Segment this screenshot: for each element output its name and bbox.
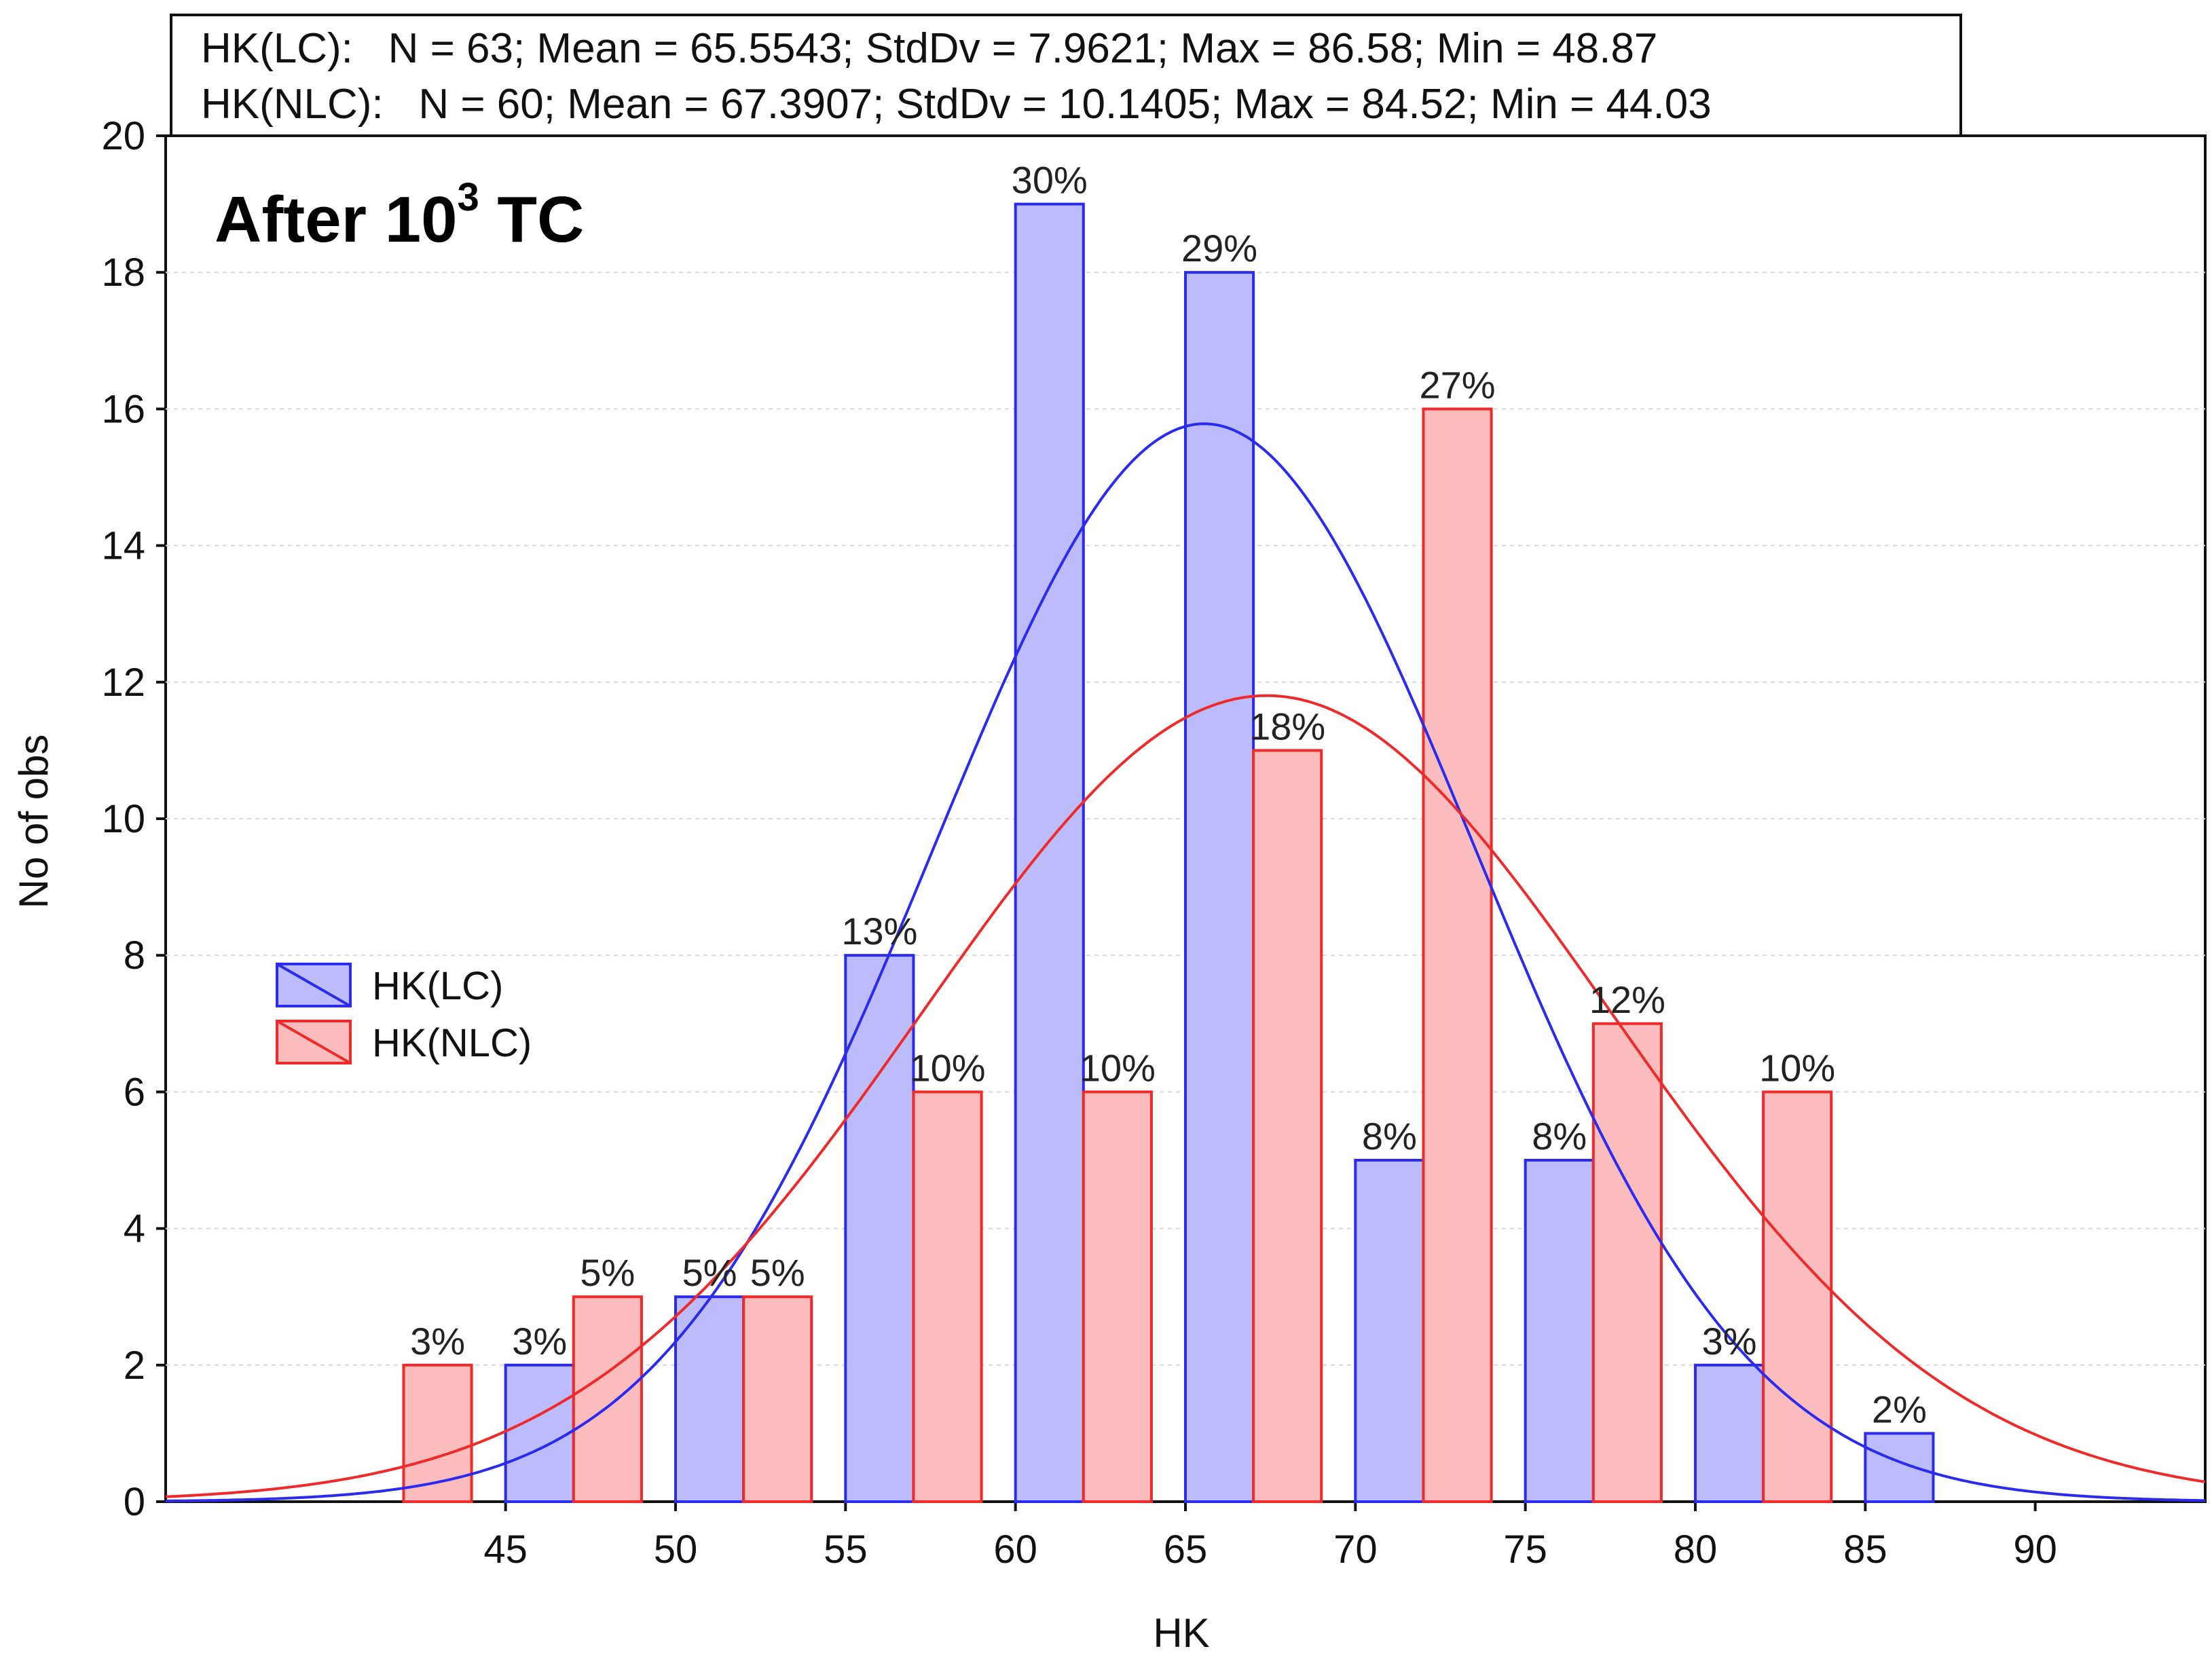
x-tick-label: 55	[824, 1527, 868, 1572]
bar-label-lc: 5%	[682, 1251, 737, 1294]
legend-item-lc: HK(LC)	[276, 963, 503, 1008]
x-axis: 45 50 55 60 65 70 75 80 85 90	[483, 1502, 2057, 1572]
bar-label-lc: 13%	[841, 910, 917, 952]
y-axis-title: No of obs	[11, 735, 56, 909]
y-tick-label: 16	[101, 387, 145, 431]
bar-nlc	[1422, 407, 1493, 1503]
y-tick-label: 8	[124, 933, 145, 978]
bar-nlc	[1591, 1022, 1663, 1504]
y-axis: 0 2 4 6 8 10 12 14 16 18 20	[101, 114, 166, 1524]
annotation-suffix: TC	[479, 183, 585, 256]
bar-label-nlc: 12%	[1589, 978, 1665, 1021]
bar-label-nlc: 10%	[909, 1046, 985, 1089]
bar-lc	[1524, 1159, 1595, 1503]
bar-label-nlc: 5%	[580, 1251, 635, 1294]
y-tick-label: 2	[124, 1343, 145, 1388]
x-tick-label: 80	[1674, 1527, 1718, 1572]
y-tick-label: 4	[124, 1207, 145, 1251]
bar-nlc	[912, 1090, 983, 1503]
y-tick-label: 6	[124, 1070, 145, 1114]
chart-annotation: After 103 TC	[215, 175, 584, 256]
bar-label-nlc: 18%	[1249, 705, 1325, 747]
bar-label-lc: 3%	[1702, 1320, 1757, 1363]
x-tick-label: 65	[1164, 1527, 1208, 1572]
bar-nlc	[742, 1295, 813, 1503]
bar-label-lc: 2%	[1872, 1388, 1927, 1430]
bar-label-nlc: 10%	[1080, 1046, 1156, 1089]
fit-curve-nlc	[165, 694, 2206, 1498]
bar-label-nlc: 3%	[410, 1320, 465, 1363]
bar-lc	[1354, 1159, 1425, 1503]
y-tick-label: 0	[124, 1480, 145, 1524]
bar-lc	[504, 1363, 575, 1504]
legend-swatch-lc-hatch	[276, 963, 351, 1007]
y-tick-label: 20	[101, 114, 145, 158]
legend-label-nlc: HK(NLC)	[372, 1021, 532, 1065]
x-axis-title: HK	[1153, 1610, 1209, 1656]
stats-line-lc: HK(LC): N = 63; Mean = 65.5543; StdDv = …	[201, 25, 1657, 72]
bar-lc	[1694, 1363, 1765, 1504]
bar-label-lc: 8%	[1532, 1115, 1587, 1157]
x-tick-label: 90	[2013, 1527, 2057, 1572]
legend-item-nlc: HK(NLC)	[276, 1020, 532, 1065]
x-tick-label: 50	[654, 1527, 698, 1572]
normal-fit-curves	[165, 422, 2206, 1502]
bar-nlc	[1252, 749, 1323, 1503]
x-tick-label: 60	[993, 1527, 1037, 1572]
bar-label-lc: 3%	[512, 1320, 567, 1363]
bar-nlc	[572, 1295, 643, 1503]
y-tick-label: 14	[101, 524, 145, 568]
x-tick-label: 45	[483, 1527, 528, 1572]
annotation-superscript: 3	[457, 175, 479, 219]
bar-nlc	[1082, 1090, 1153, 1503]
stats-box-frame	[170, 14, 1962, 140]
bar-label-nlc: 5%	[750, 1251, 805, 1294]
legend: HK(LC) HK(NLC)	[276, 963, 532, 1065]
bar-label-lc: 29%	[1181, 227, 1257, 270]
stats-line-nlc: HK(NLC): N = 60; Mean = 67.3907; StdDv =…	[201, 81, 1712, 128]
bar-nlc	[1762, 1090, 1833, 1503]
x-tick-label: 85	[1843, 1527, 1887, 1572]
bar-label-lc: 30%	[1012, 159, 1088, 202]
y-tick-label: 18	[101, 251, 145, 295]
annotation-main: After 10	[215, 183, 457, 256]
bar-label-nlc: 10%	[1759, 1046, 1835, 1089]
bar-lc	[1014, 202, 1085, 1504]
x-tick-label: 70	[1333, 1527, 1378, 1572]
bar-lc	[1864, 1432, 1935, 1503]
bar-label-nlc: 27%	[1419, 363, 1495, 406]
bar-lc	[1184, 271, 1255, 1504]
bar-label-lc: 8%	[1362, 1115, 1417, 1157]
x-tick-label: 75	[1503, 1527, 1547, 1572]
legend-label-lc: HK(LC)	[372, 964, 503, 1008]
y-tick-label: 12	[101, 661, 145, 705]
fit-curve-lc	[165, 422, 2206, 1502]
stats-box: HK(LC): N = 63; Mean = 65.5543; StdDv = …	[170, 14, 1962, 140]
legend-swatch-nlc-hatch	[276, 1020, 351, 1064]
bars	[402, 202, 1935, 1504]
y-tick-label: 10	[101, 797, 145, 841]
bar-nlc	[402, 1363, 473, 1504]
bar-percent-labels: 3% 5% 13% 30% 29% 8% 8% 3% 2% 3% 5% 5% 10% 10% 18% 27% 1…	[410, 159, 1927, 1431]
